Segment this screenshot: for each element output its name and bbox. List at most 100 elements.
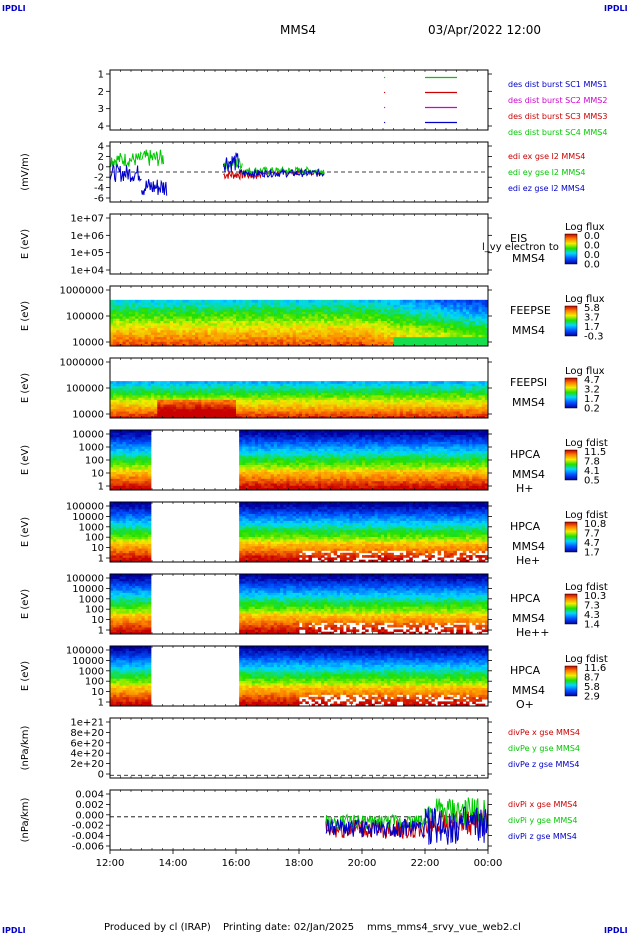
spectrogram-cell — [457, 381, 461, 384]
spectrogram-cell — [299, 397, 303, 400]
spectrogram-cell — [475, 309, 479, 312]
spectrogram-cell — [179, 321, 183, 324]
spectrogram-cell — [447, 337, 451, 340]
spectrogram-cell — [179, 325, 183, 328]
spectrogram-cell — [479, 334, 483, 337]
spectrogram-cell — [205, 388, 209, 391]
spectrogram-cell — [353, 390, 357, 393]
spectrogram-cell — [233, 328, 237, 331]
spectrogram-cell — [375, 388, 379, 391]
spectrogram-cell — [198, 386, 202, 389]
spectrogram-cell — [201, 325, 205, 328]
y-axis-label: E (eV) — [20, 301, 31, 331]
spectrogram-cell — [444, 304, 448, 307]
spectrogram-cell — [154, 304, 158, 307]
spectrogram-cell — [469, 321, 473, 324]
spectrogram-cell — [110, 453, 114, 456]
spectrogram-cell — [271, 334, 275, 337]
spectrogram-cell — [145, 314, 149, 317]
spectrogram-cell — [239, 334, 243, 337]
spectrogram-cell — [223, 325, 227, 328]
spectrogram-cell — [324, 337, 328, 340]
spectrogram-cell — [378, 328, 382, 331]
spectrogram-cell — [447, 334, 451, 337]
spectrogram-cell — [123, 304, 127, 307]
spectrogram-cell — [164, 314, 168, 317]
spectrogram-cell — [145, 411, 149, 414]
spectrogram-cell — [403, 409, 407, 412]
y-tick-label: 2 — [98, 87, 104, 98]
spectrogram-cell — [129, 328, 133, 331]
spectrogram-cell — [425, 400, 429, 403]
spectrogram-cell — [308, 307, 312, 310]
spectrogram-cell — [211, 386, 215, 389]
spectrogram-cell — [230, 402, 234, 405]
spectrogram-cell — [324, 409, 328, 412]
spectrogram-cell — [299, 328, 303, 331]
spectrogram-cell — [182, 304, 186, 307]
spectrogram-cell — [113, 411, 117, 414]
spectrogram-cell — [308, 304, 312, 307]
spectrogram-cell — [327, 390, 331, 393]
spectrogram-cell — [286, 316, 290, 319]
spectrogram-cell — [397, 402, 401, 405]
spectrogram-cell — [201, 330, 205, 333]
spectrogram-cell — [214, 409, 218, 412]
spectrogram-cell — [463, 337, 467, 340]
spectrogram-cell — [365, 307, 369, 310]
spectrogram-cell — [116, 448, 120, 451]
spectrogram-cell — [167, 300, 171, 303]
spectrogram-cell — [113, 334, 117, 337]
spectrogram-cell — [261, 314, 265, 317]
spectrogram-cell — [371, 325, 375, 328]
spectrogram-cell — [176, 406, 180, 409]
spectrogram-cell — [475, 397, 479, 400]
spectrogram-cell — [274, 337, 278, 340]
spectrogram-cell — [381, 314, 385, 317]
spectrogram-cell — [119, 397, 123, 400]
spectrogram-cell — [211, 328, 215, 331]
spectrogram-cell — [390, 339, 394, 342]
spectrogram-cell — [384, 330, 388, 333]
spectrogram-cell — [375, 397, 379, 400]
spectrogram-cell — [280, 390, 284, 393]
spectrogram-cell — [182, 330, 186, 333]
spectrogram-cell — [403, 334, 407, 337]
spectrogram-cell — [479, 406, 483, 409]
spectrogram-cell — [444, 328, 448, 331]
spectrogram-cell — [425, 406, 429, 409]
spectrogram-cell — [119, 334, 123, 337]
spectrogram-cell — [419, 330, 423, 333]
spectrogram-cell — [406, 400, 410, 403]
spectrogram-cell — [434, 300, 438, 303]
spectrogram-cell — [463, 309, 467, 312]
spectrogram-cell — [331, 300, 335, 303]
spectrogram-cell — [343, 400, 347, 403]
spectrogram-cell — [186, 318, 190, 321]
spectrogram-cell — [327, 406, 331, 409]
spectrogram-cell — [271, 397, 275, 400]
spectrogram-cell — [419, 381, 423, 384]
spectrogram-cell — [205, 386, 209, 389]
spectrogram-cell — [160, 314, 164, 317]
spectrogram-cell — [116, 432, 120, 435]
spectrogram-cell — [176, 316, 180, 319]
spectrogram-cell — [428, 339, 432, 342]
spectrogram-cell — [123, 328, 127, 331]
spectrogram-cell — [258, 400, 262, 403]
spectrogram-cell — [286, 328, 290, 331]
spectrogram-cell — [334, 309, 338, 312]
spectrogram-cell — [331, 328, 335, 331]
spectrogram-cell — [475, 402, 479, 405]
spectrogram-cell — [151, 316, 155, 319]
spectrogram-cell — [331, 321, 335, 324]
spectrogram-cell — [220, 397, 224, 400]
spectrogram-cell — [142, 390, 146, 393]
spectrogram-cell — [186, 309, 190, 312]
spectrogram-cell — [419, 318, 423, 321]
spectrogram-cell — [318, 337, 322, 340]
y-tick-label: 100000 — [66, 384, 104, 395]
spectrogram-cell — [233, 390, 237, 393]
spectrogram-cell — [466, 386, 470, 389]
spectrogram-cell — [255, 316, 259, 319]
